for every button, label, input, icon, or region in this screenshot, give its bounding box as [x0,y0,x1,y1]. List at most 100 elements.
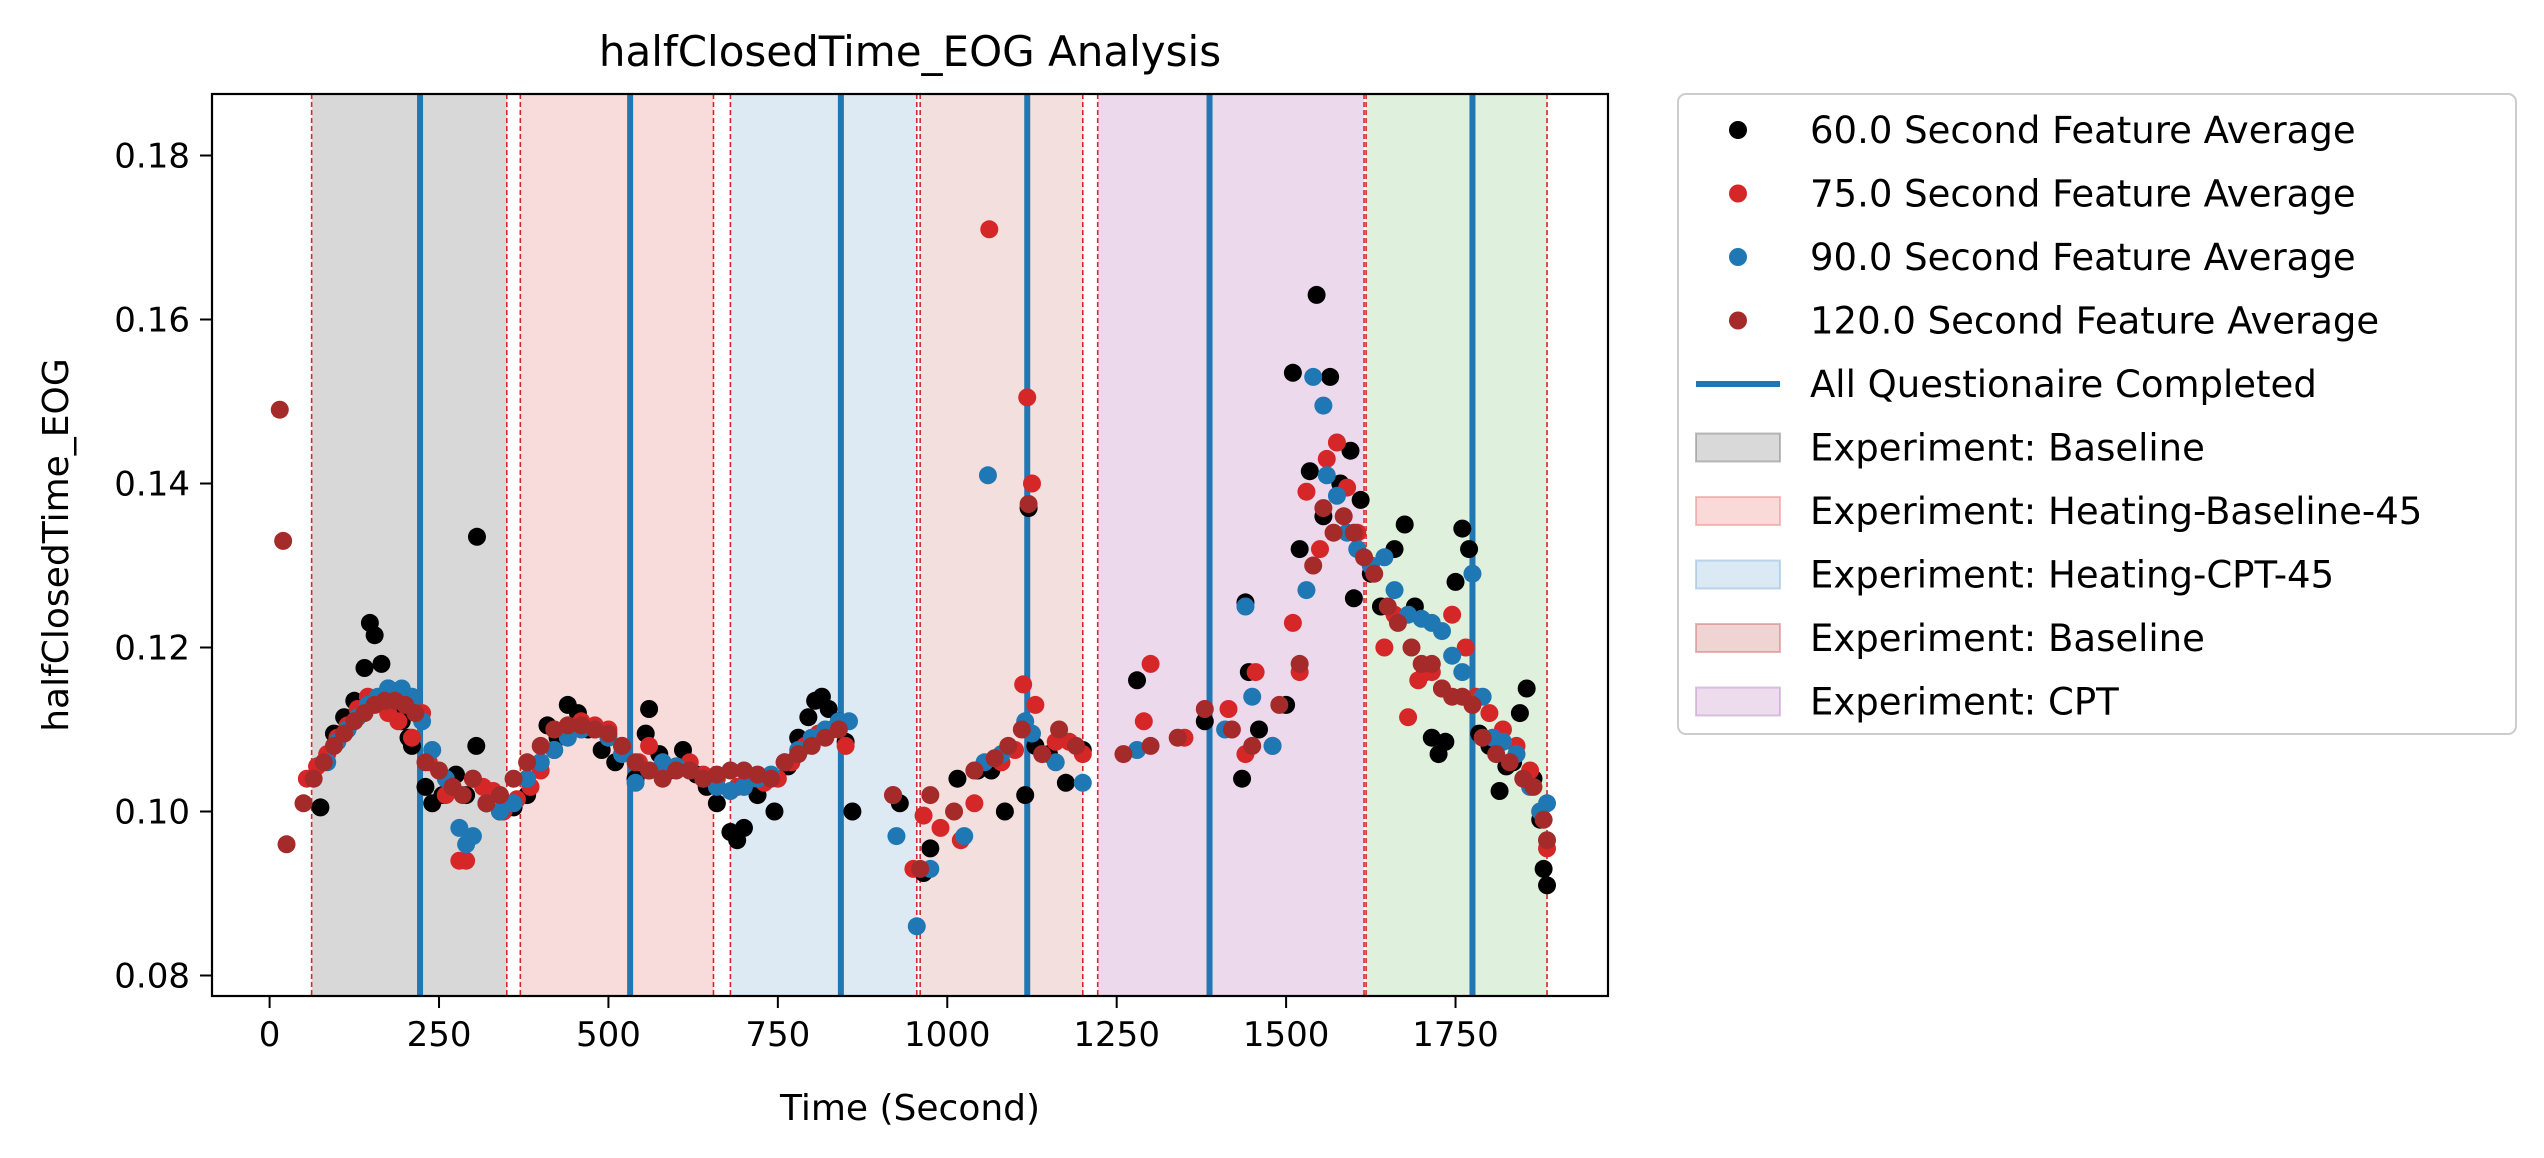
x-tick-label-3: 750 [745,1015,810,1055]
point-3-18 [453,786,472,805]
point-2-61 [1314,396,1333,415]
point-0-6 [365,626,384,645]
point-2-59 [1297,581,1316,600]
point-1-84 [1456,638,1475,657]
point-1-86 [1480,704,1499,723]
point-0-94 [1446,572,1465,591]
x-tick-label-6: 1500 [1243,1015,1330,1055]
point-3-61 [1168,728,1187,747]
point-0-95 [1453,519,1472,538]
point-1-68 [1283,613,1302,632]
point-3-49 [921,786,940,805]
point-3-55 [1019,495,1038,513]
point-2-44 [907,917,926,936]
point-0-43 [734,818,753,837]
legend-label-0: 60.0 Second Feature Average [1810,109,2356,152]
point-0-84 [1351,490,1370,509]
point-2-17 [504,794,523,813]
point-0-0 [311,798,330,817]
point-3-22 [504,769,523,788]
point-1-62 [1141,654,1160,673]
phase-band-1 [520,94,714,996]
point-3-43 [789,745,808,764]
point-0-103 [1517,679,1536,698]
chart-title: halfClosedTime_EOG Analysis [599,27,1221,76]
point-3-23 [518,753,537,772]
point-1-55 [1018,388,1037,407]
point-3-3 [294,794,313,813]
point-2-56 [1236,597,1255,616]
point-0-78 [1307,285,1326,304]
point-3-32 [640,761,659,780]
point-0-80 [1321,367,1340,386]
legend-item-8: Experiment: Baseline [1695,617,2205,660]
point-2-26 [626,773,645,792]
point-0-34 [640,700,659,718]
legend-frame [1677,93,2517,735]
legend-label-8: Experiment: Baseline [1810,617,2205,660]
point-3-59 [1114,745,1133,764]
legend-label-4: All Questionaire Completed [1810,363,2317,406]
y-tick-label-3: 0.14 [114,465,190,505]
point-3-39 [734,761,753,780]
point-0-75 [1283,363,1302,382]
point-3-60 [1141,736,1160,755]
point-3-64 [1243,736,1262,755]
point-1-10 [402,728,421,747]
legend-label-7: Experiment: Heating-CPT-45 [1810,554,2334,597]
point-0-82 [1341,441,1360,460]
y-tick-label-1: 0.10 [114,793,190,833]
point-3-52 [985,749,1004,768]
point-2-60 [1304,367,1323,386]
point-2-46 [955,827,974,846]
point-0-40 [707,794,726,813]
point-2-72 [1432,622,1451,641]
point-0-76 [1290,540,1309,559]
legend-item-7: Experiment: Heating-CPT-45 [1695,554,2334,597]
y-axis-ticks: 0.08 0.10 0.12 0.14 0.16 0.18 [114,137,212,997]
point-1-79 [1399,708,1418,727]
point-3-71 [1344,523,1363,542]
point-0-62 [1016,786,1035,805]
point-0-73 [1250,720,1268,739]
point-2-12 [450,818,469,837]
point-2-63 [1327,486,1346,505]
series-3 [270,400,1557,878]
point-2-20 [545,741,564,759]
point-1-57 [1026,695,1045,714]
point-3-2 [277,835,296,854]
point-0-83 [1344,589,1363,608]
point-3-87 [1524,777,1543,796]
point-3-44 [802,736,821,755]
point-3-21 [491,786,510,805]
point-2-48 [978,466,997,485]
plot-frame [210,92,1610,998]
point-3-83 [1473,728,1492,747]
point-3-47 [884,786,903,805]
point-3-26 [558,716,577,735]
point-3-58 [1067,736,1086,755]
x-tick-label-7: 1750 [1412,1015,1499,1055]
x-tick-label-1: 250 [407,1015,472,1055]
point-3-29 [599,724,618,743]
legend-item-2: 90.0 Second Feature Average [1729,236,2356,279]
point-3-76 [1402,638,1421,657]
point-2-21 [558,728,577,747]
point-3-34 [667,761,686,780]
point-2-16 [491,802,510,821]
point-3-48 [911,859,930,878]
legend-patch-8 [1695,623,1781,653]
point-0-99 [1490,782,1509,800]
point-0-7 [372,654,391,673]
point-0-13 [416,777,435,796]
legend-item-1: 75.0 Second Feature Average [1729,173,2356,216]
point-1-83 [1443,605,1462,624]
y-tick-label-5: 0.18 [114,137,190,177]
point-3-6 [324,736,343,755]
point-0-70 [1233,769,1252,788]
point-3-14 [406,704,425,723]
point-0-48 [799,708,818,727]
point-0-88 [1395,515,1414,534]
point-2-54 [1128,741,1147,759]
